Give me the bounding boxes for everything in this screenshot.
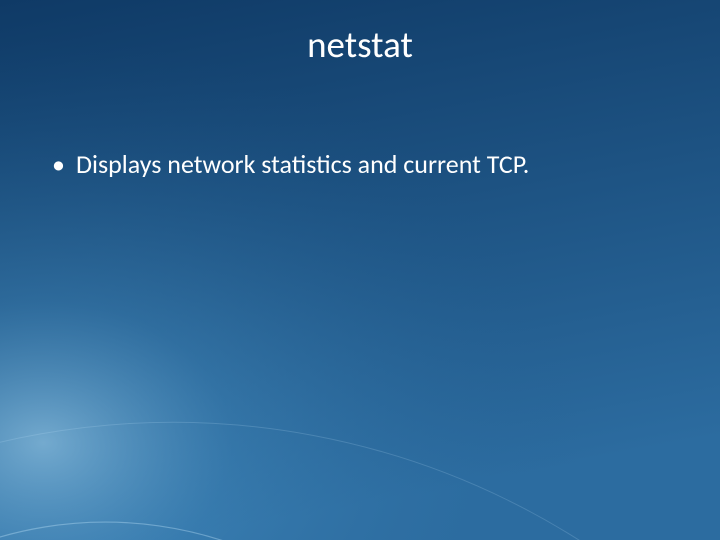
slide-background <box>0 0 720 540</box>
slide: netstat Displays network statistics and … <box>0 0 720 540</box>
list-item: Displays network statistics and current … <box>50 148 670 181</box>
bullet-text: Displays network statistics and current … <box>76 148 529 180</box>
slide-title: netstat <box>0 22 720 67</box>
slide-body: Displays network statistics and current … <box>50 148 670 181</box>
bullet-list: Displays network statistics and current … <box>50 148 670 181</box>
